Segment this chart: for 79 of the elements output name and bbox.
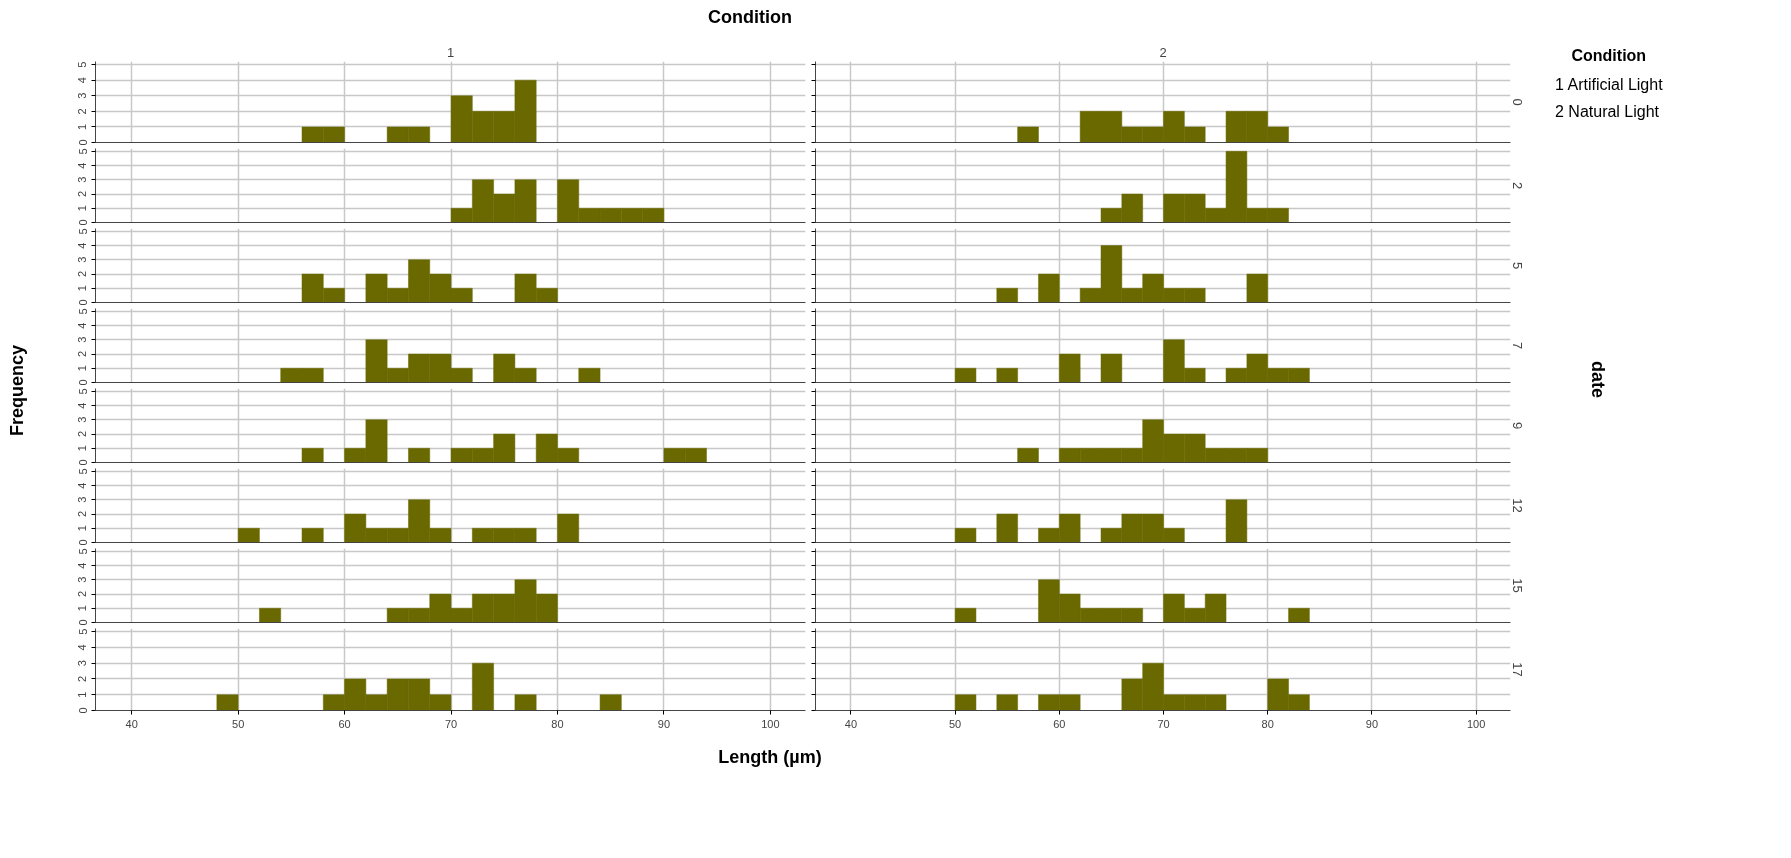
y-tick-label: 1: [76, 691, 89, 698]
y-tick-label: 1: [76, 445, 89, 452]
x-tick-label: 90: [657, 717, 671, 730]
x-tick-label: 90: [1365, 717, 1379, 730]
text: Frequency: [6, 344, 28, 436]
legend-title: Condition: [1570, 46, 1648, 66]
y-tick-label: 4: [76, 562, 89, 569]
y-tick-label: 0: [76, 139, 89, 146]
x-tick-label: 80: [551, 717, 564, 730]
y-tick-label: 2: [76, 190, 89, 198]
y-tick-label: 2: [76, 590, 89, 598]
y-tick-label: 2: [76, 270, 89, 278]
y-tick-label: 3: [76, 176, 89, 183]
x-tick-label: 60: [1053, 717, 1066, 730]
y-tick-label: 0: [76, 299, 89, 306]
x-tick-label: 50: [232, 717, 245, 730]
y2-axis-title: 5: [1509, 261, 1525, 270]
y-tick-label: 3: [76, 496, 89, 503]
y-tick-label: 1: [76, 123, 89, 130]
y-tick-label: 5: [76, 228, 89, 235]
y-tick-label: 2: [76, 108, 89, 115]
y2-axis-title: 2: [1509, 181, 1525, 190]
y-tick-label: 4: [76, 162, 89, 169]
y-tick-label: 4: [76, 482, 89, 489]
text: date: [1587, 361, 1609, 399]
y-tick-label: 5: [76, 61, 89, 68]
y2-axis-title: 17: [1509, 662, 1525, 677]
y-tick-label: 4: [76, 402, 89, 409]
y-tick-label: 2: [76, 675, 89, 683]
y-tick-label: 3: [76, 336, 89, 343]
y-tick-label: 5: [76, 148, 89, 155]
y2-axis-title: 0: [1509, 98, 1525, 106]
x-tick-label: 80: [1261, 717, 1274, 730]
y-tick-label: 2: [76, 430, 89, 438]
x-tick-label: 70: [1157, 717, 1170, 730]
y-tick-label: 1: [76, 605, 89, 612]
y2-axis-title: 9: [1509, 421, 1525, 430]
text: 1 Artificial Light: [1555, 74, 1663, 95]
y-tick-label: 5: [76, 388, 89, 395]
y-tick-label: 3: [76, 256, 89, 263]
y-tick-label: 0: [76, 219, 89, 226]
y-tick-label: 0: [76, 379, 89, 386]
y-tick-label: 0: [76, 619, 89, 626]
y-tick-label: 3: [76, 576, 89, 583]
y-tick-label: 1: [76, 285, 89, 292]
x-tick-label: 60: [338, 717, 351, 730]
y-tick-label: 4: [76, 322, 89, 329]
y-tick-label: 0: [76, 459, 89, 466]
x-tick-label: 100: [1466, 717, 1486, 730]
y-tick-label: 0: [76, 539, 89, 546]
x-tick-label: 40: [844, 717, 858, 730]
x-axis-title: Length (µm): [718, 746, 822, 769]
y2-axis-title: 12: [1509, 498, 1525, 513]
y-tick-label: 4: [76, 77, 89, 84]
text: Condition: [708, 6, 792, 29]
chart-title: 1: [446, 44, 455, 60]
y2-axis-title: 15: [1509, 578, 1525, 593]
y-tick-label: 1: [76, 365, 89, 372]
y-tick-label: 2: [76, 510, 89, 518]
y-tick-label: 5: [76, 628, 89, 635]
x-tick-label: 70: [444, 717, 458, 730]
x-tick-label: 40: [125, 717, 138, 730]
y-tick-label: 3: [76, 92, 89, 99]
x-tick-label: 50: [949, 717, 962, 730]
y-tick-label: 4: [76, 644, 89, 651]
y-tick-label: 4: [76, 242, 89, 249]
y-tick-label: 5: [76, 548, 89, 555]
y-tick-label: 3: [76, 416, 89, 423]
y-tick-label: 0: [76, 707, 89, 714]
y-tick-label: 3: [76, 660, 89, 667]
y-tick-label: 5: [76, 468, 89, 475]
text: 2 Natural Light: [1555, 101, 1661, 122]
x-tick-label: 100: [761, 717, 780, 730]
y-tick-label: 5: [76, 308, 89, 315]
y2-axis-title: 7: [1509, 341, 1525, 350]
y-tick-label: 1: [76, 205, 89, 212]
y-tick-label: 2: [76, 350, 89, 358]
y-tick-label: 1: [76, 525, 89, 532]
chart-title: 2: [1159, 44, 1167, 60]
